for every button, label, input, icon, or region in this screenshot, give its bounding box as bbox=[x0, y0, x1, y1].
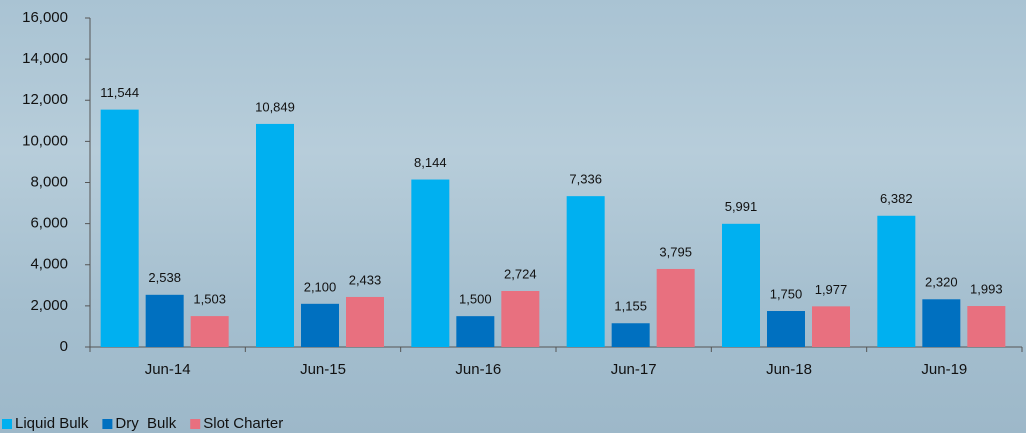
x-tick-label: Jun-15 bbox=[300, 361, 346, 378]
y-tick-label: 10,000 bbox=[22, 132, 68, 149]
y-tick-label: 0 bbox=[60, 338, 68, 355]
y-tick-label: 6,000 bbox=[30, 215, 68, 232]
legend-label: Slot Charter bbox=[203, 415, 283, 432]
value-label: 2,100 bbox=[304, 279, 337, 294]
y-tick-label: 2,000 bbox=[30, 297, 68, 314]
x-tick-label: Jun-17 bbox=[611, 361, 657, 378]
bar bbox=[346, 296, 384, 347]
y-tick-label: 4,000 bbox=[30, 256, 68, 273]
y-tick-label: 12,000 bbox=[22, 91, 68, 108]
legend-label: Liquid Bulk bbox=[15, 415, 89, 432]
value-label: 3,795 bbox=[659, 244, 692, 259]
bar bbox=[145, 294, 184, 347]
y-tick-label: 8,000 bbox=[30, 173, 68, 190]
value-label: 8,144 bbox=[414, 155, 447, 170]
bar bbox=[722, 223, 760, 347]
bar bbox=[767, 311, 805, 347]
value-label: 10,849 bbox=[255, 99, 295, 114]
value-label: 1,155 bbox=[614, 299, 647, 314]
value-label: 2,724 bbox=[504, 266, 537, 281]
bar bbox=[922, 299, 961, 347]
value-label: 7,336 bbox=[569, 172, 602, 187]
value-label: 5,991 bbox=[725, 199, 758, 214]
legend-swatch bbox=[190, 419, 201, 429]
value-label: 2,538 bbox=[148, 270, 181, 285]
value-label: 2,433 bbox=[349, 272, 382, 287]
value-label: 2,320 bbox=[925, 275, 958, 290]
bar bbox=[100, 109, 139, 348]
x-tick-label: Jun-18 bbox=[766, 361, 812, 378]
value-label: 1,500 bbox=[459, 292, 492, 307]
bar bbox=[301, 303, 339, 347]
bar bbox=[190, 316, 229, 347]
bar bbox=[656, 268, 695, 347]
value-label: 1,750 bbox=[770, 286, 803, 301]
value-label: 1,977 bbox=[815, 282, 848, 297]
bar bbox=[411, 179, 450, 347]
bar bbox=[501, 290, 540, 347]
bar bbox=[877, 215, 916, 347]
bar bbox=[566, 196, 605, 347]
bar bbox=[967, 306, 1006, 347]
x-tick-label: Jun-19 bbox=[921, 361, 967, 378]
bar bbox=[812, 306, 850, 347]
value-label: 1,993 bbox=[970, 281, 1003, 296]
bar bbox=[611, 323, 650, 347]
value-label: 6,382 bbox=[880, 191, 913, 206]
x-tick-label: Jun-16 bbox=[455, 361, 501, 378]
bar bbox=[456, 316, 495, 347]
y-tick-label: 14,000 bbox=[22, 50, 68, 67]
legend-label: Dry Bulk bbox=[115, 415, 176, 432]
y-tick-label: 16,000 bbox=[22, 9, 68, 26]
value-label: 11,544 bbox=[100, 85, 139, 100]
legend-swatch bbox=[102, 419, 113, 429]
value-label: 1,503 bbox=[193, 292, 226, 307]
bar bbox=[256, 123, 294, 347]
legend-swatch bbox=[2, 419, 12, 429]
x-tick-label: Jun-14 bbox=[145, 361, 191, 378]
